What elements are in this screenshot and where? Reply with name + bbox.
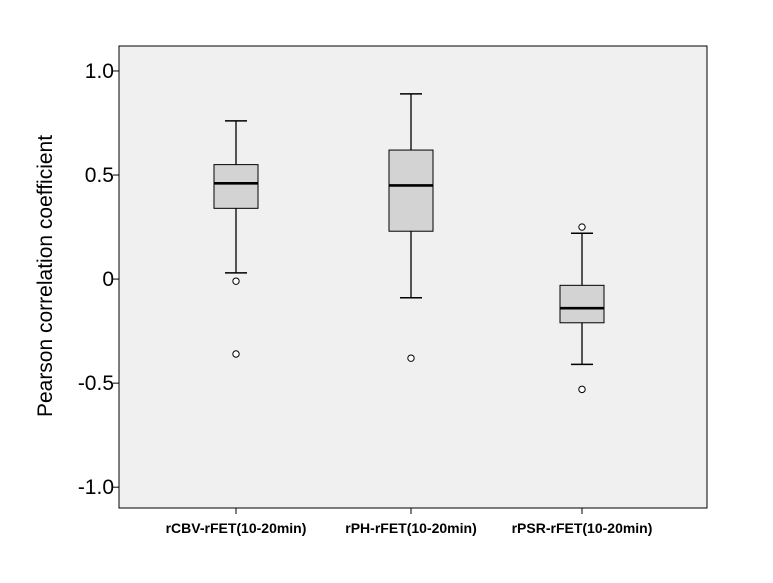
- outlier-point: [578, 223, 586, 231]
- x-axis: rCBV-rFET(10-20min) rPH-rFET(10-20min) rPS…: [166, 508, 653, 536]
- box-group: [559, 223, 605, 394]
- outlier-point: [407, 354, 415, 362]
- plot-area: [118, 45, 708, 509]
- y-tick-label: 0.5: [85, 164, 114, 187]
- y-tick-label: 0: [102, 268, 114, 291]
- iqr-box: [388, 149, 434, 232]
- outlier-point: [578, 385, 586, 394]
- x-tick-label: rPH-rFET(10-20min): [345, 520, 476, 536]
- x-tick-label: rCBV-rFET(10-20min): [166, 520, 307, 536]
- box-group: [213, 120, 259, 358]
- y-axis: 1.0 0.5 0 -0.5 -1.0: [78, 60, 119, 499]
- y-tick-label: -0.5: [78, 372, 114, 395]
- box-group: [388, 93, 434, 362]
- y-tick-label: -1.0: [78, 476, 114, 499]
- outlier-point: [232, 350, 240, 358]
- y-axis-title: Pearson correlation coefficient: [34, 135, 57, 417]
- y-tick-label: 1.0: [85, 60, 114, 83]
- iqr-box: [559, 284, 605, 324]
- iqr-box: [213, 164, 259, 209]
- outlier-point: [232, 277, 240, 285]
- x-tick-label: rPSR-rFET(10-20min): [512, 520, 653, 536]
- boxes: [213, 93, 605, 394]
